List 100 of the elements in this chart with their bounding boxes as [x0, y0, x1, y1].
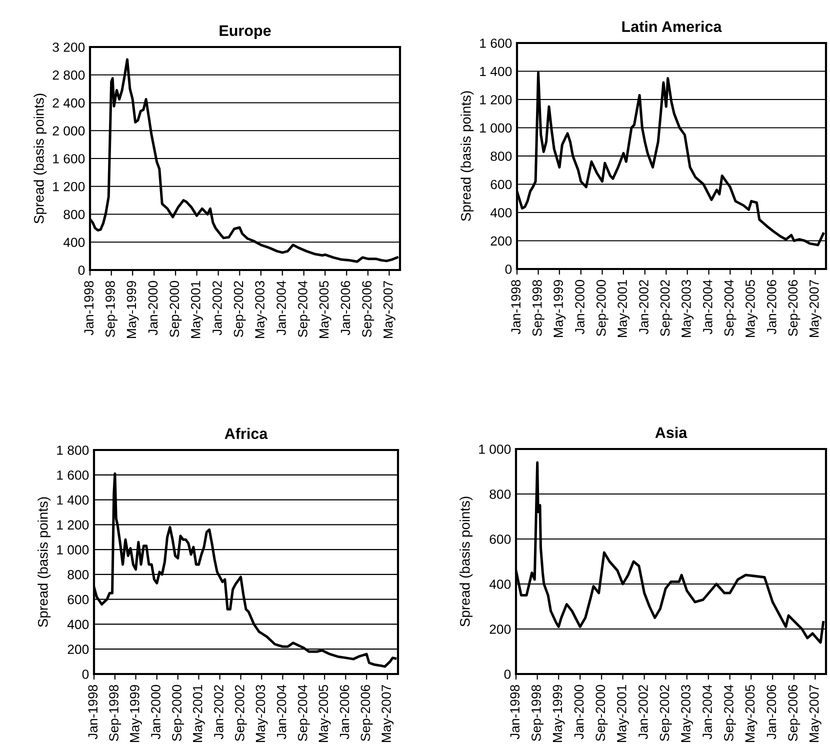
y-tick-label: 200: [490, 236, 512, 246]
y-tick-label: 1 000: [480, 123, 512, 133]
x-tick-label: May-2005: [746, 280, 758, 337]
y-tick-label: 2 000: [52, 126, 85, 136]
x-tick-label: May-1999: [130, 685, 142, 742]
x-tick-label: Jan-1998: [88, 684, 98, 740]
y-axis-title: Spread (basis points): [38, 497, 51, 627]
x-tick-label: Jan-2000: [574, 684, 584, 740]
x-tick-label: May-2005: [319, 280, 332, 338]
y-tick-label: 1 200: [53, 182, 85, 192]
y-tick-label: 600: [490, 180, 512, 190]
y-tick-label: 0: [504, 670, 511, 679]
x-tick-label: May-2003: [681, 684, 694, 742]
y-tick-label: 400: [63, 238, 85, 248]
y-tick-label: 1 000: [57, 545, 89, 554]
x-tick-label: Sep-2004: [724, 684, 736, 742]
x-tick-label: Jan-2006: [340, 280, 350, 336]
x-tick-label: May-2007: [382, 685, 394, 742]
y-tick-label: 0: [78, 266, 85, 275]
y-tick-label: 1 000: [479, 444, 511, 454]
x-tick-label: Jan-2004: [276, 280, 286, 336]
x-tick-label: Jan-2000: [151, 684, 160, 740]
y-tick-label: 3 200: [52, 42, 85, 52]
x-tick-label: Jan-2002: [214, 685, 224, 740]
y-tick-label: 800: [64, 210, 85, 220]
chart-title: Europe: [220, 25, 271, 40]
x-tick-label: Jan-2002: [212, 281, 222, 336]
x-tick-label: Jan-2004: [276, 684, 286, 740]
x-tick-label: Sep-2002: [234, 281, 246, 338]
x-tick-label: Sep-2000: [596, 280, 608, 336]
y-tick-label: 0: [82, 670, 89, 679]
x-tick-label: Jan-2002: [638, 685, 648, 740]
x-tick-label: May-2003: [256, 684, 268, 742]
y-tick-label: 1 600: [57, 470, 89, 480]
x-tick-label: May-1999: [554, 280, 566, 337]
y-tick-label: 0: [505, 264, 512, 274]
y-tick-label: 2 800: [52, 70, 85, 80]
y-tick-label: 1 200: [480, 95, 512, 104]
x-tick-label: Sep-2000: [170, 280, 182, 338]
x-tick-label: Sep-2002: [660, 685, 672, 742]
y-axis-title: Spread (basis points): [460, 496, 473, 626]
x-tick-label: Jan-2002: [639, 280, 648, 334]
y-tick-label: 800: [68, 570, 89, 580]
x-tick-label: Sep-1998: [106, 280, 118, 338]
x-tick-label: May-2005: [318, 684, 331, 742]
x-tick-label: Jan-2006: [340, 684, 350, 740]
y-tick-label: 600: [490, 534, 511, 544]
chart-title: Latin America: [622, 20, 722, 32]
x-tick-label: Sep-2000: [596, 684, 608, 742]
x-tick-label: May-2001: [616, 685, 629, 742]
y-tick-label: 1 600: [480, 38, 512, 48]
x-tick-label: Jan-2004: [702, 684, 712, 740]
x-tick-label: Jan-2006: [766, 684, 776, 740]
y-tick-label: 1 400: [57, 495, 89, 505]
x-tick-label: Sep-1998: [532, 280, 544, 336]
y-tick-label: 200: [490, 624, 511, 634]
x-tick-label: Jan-2004: [702, 280, 712, 334]
y-tick-label: 1 800: [57, 446, 89, 455]
x-tick-label: May-2001: [190, 281, 203, 338]
chart-title: Asia: [655, 426, 688, 438]
x-tick-label: May-2005: [745, 684, 758, 742]
x-tick-label: May-2003: [255, 280, 268, 338]
x-tick-label: Jan-1998: [511, 280, 521, 334]
x-tick-label: Jan-2000: [575, 280, 584, 334]
x-tick-label: Sep-2000: [172, 684, 184, 742]
x-tick-label: May-2003: [682, 280, 694, 337]
x-tick-label: Sep-2004: [298, 684, 310, 742]
x-tick-label: May-2007: [809, 280, 822, 337]
y-tick-label: 400: [490, 208, 512, 218]
y-axis-title: Spread (basis points): [460, 91, 474, 221]
x-tick-label: Sep-2004: [724, 280, 736, 336]
x-tick-label: Sep-2004: [298, 280, 310, 338]
x-tick-label: Sep-1998: [109, 684, 122, 742]
x-tick-label: Jan-1998: [510, 684, 520, 740]
y-tick-label: 1 600: [53, 154, 85, 164]
x-tick-label: Sep-2006: [788, 280, 800, 336]
y-tick-label: 400: [67, 620, 89, 630]
y-tick-label: 800: [490, 490, 511, 499]
x-tick-label: May-2007: [383, 281, 396, 338]
x-tick-label: Jan-2000: [148, 280, 158, 336]
x-tick-label: Sep-2006: [362, 280, 374, 338]
x-tick-label: Sep-2006: [360, 684, 373, 742]
y-tick-label: 400: [489, 580, 511, 589]
y-tick-label: 2 400: [52, 98, 85, 108]
y-tick-label: 600: [68, 594, 89, 604]
x-tick-label: May-2001: [618, 280, 630, 337]
x-tick-label: Sep-2002: [234, 685, 247, 742]
y-tick-label: 800: [490, 152, 512, 161]
y-axis-title: Spread (basis points): [34, 94, 47, 224]
y-tick-label: 1 200: [57, 520, 89, 530]
chart-title: Africa: [224, 428, 268, 440]
x-tick-label: Sep-1998: [532, 684, 544, 742]
x-tick-label: Jan-2006: [766, 280, 776, 334]
x-tick-label: May-2001: [192, 685, 205, 742]
x-tick-label: Sep-2002: [660, 280, 672, 336]
x-tick-label: Jan-1998: [84, 280, 94, 336]
x-tick-label: May-2007: [809, 685, 822, 742]
x-tick-label: Sep-2006: [788, 684, 800, 742]
y-tick-label: 1 400: [480, 66, 512, 76]
x-tick-label: May-1999: [552, 685, 565, 742]
